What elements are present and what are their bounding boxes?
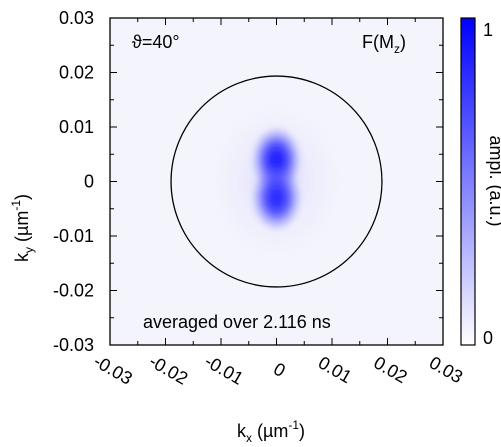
y-tick-label: -0.02 — [53, 281, 94, 301]
x-label-unit: (µm — [252, 421, 288, 441]
y-label-close: ) — [12, 194, 32, 200]
y-tick-label: 0 — [84, 172, 94, 192]
y-tick-labels: -0.03 -0.02 -0.01 0 0.01 0.02 0.03 — [53, 8, 94, 355]
x-tick-label: -0.01 — [201, 351, 247, 389]
x-tick-label: 0.03 — [426, 352, 466, 387]
x-tick-labels: -0.03 -0.02 -0.01 0 0.01 0.02 0.03 — [90, 351, 466, 389]
y-label-sub: y — [22, 247, 36, 253]
x-tick-label: 0 — [270, 359, 289, 381]
y-tick-label: 0.03 — [59, 8, 94, 28]
colorbar — [460, 17, 476, 346]
x-tick-label: 0.01 — [315, 352, 355, 387]
x-axis-label: kx (µm-1) — [237, 418, 305, 445]
x-tick-label: 0.02 — [370, 352, 410, 387]
average-caption: averaged over 2.116 ns — [143, 312, 331, 332]
angle-annotation: ϑ=40° — [132, 32, 180, 52]
x-label-sub: x — [246, 431, 252, 445]
y-tick-label: 0.02 — [59, 63, 94, 83]
heatmap-diffuse-halo — [209, 103, 344, 260]
y-axis-label: ky (µm-1) — [9, 194, 36, 262]
x-tick-label: -0.02 — [146, 351, 192, 389]
x-label-close: ) — [299, 421, 305, 441]
y-label-unit: (µm — [12, 211, 32, 247]
x-tick-label: -0.03 — [90, 351, 136, 389]
colorbar-max-label: 1 — [483, 20, 493, 40]
y-tick-label: -0.01 — [53, 226, 94, 246]
y-tick-label: -0.03 — [53, 335, 94, 355]
x-label-main: k — [237, 421, 247, 441]
y-label-main: k — [12, 252, 32, 262]
k-space-circle — [170, 75, 383, 288]
colorbar-label: ampl. (a.u.) — [486, 135, 501, 226]
y-label-sup: -1 — [9, 200, 23, 211]
quantity-close: ) — [400, 32, 406, 52]
quantity-subscript: z — [394, 42, 400, 56]
quantity-annotation: F(Mz) — [362, 32, 406, 56]
axis-ticks — [109, 17, 444, 346]
x-label-sup: -1 — [288, 418, 299, 432]
quantity-main: F(M — [362, 32, 394, 52]
y-tick-label: 0.01 — [59, 117, 94, 137]
colorbar-min-label: 0 — [483, 328, 493, 348]
heatmap-layer — [209, 103, 344, 260]
